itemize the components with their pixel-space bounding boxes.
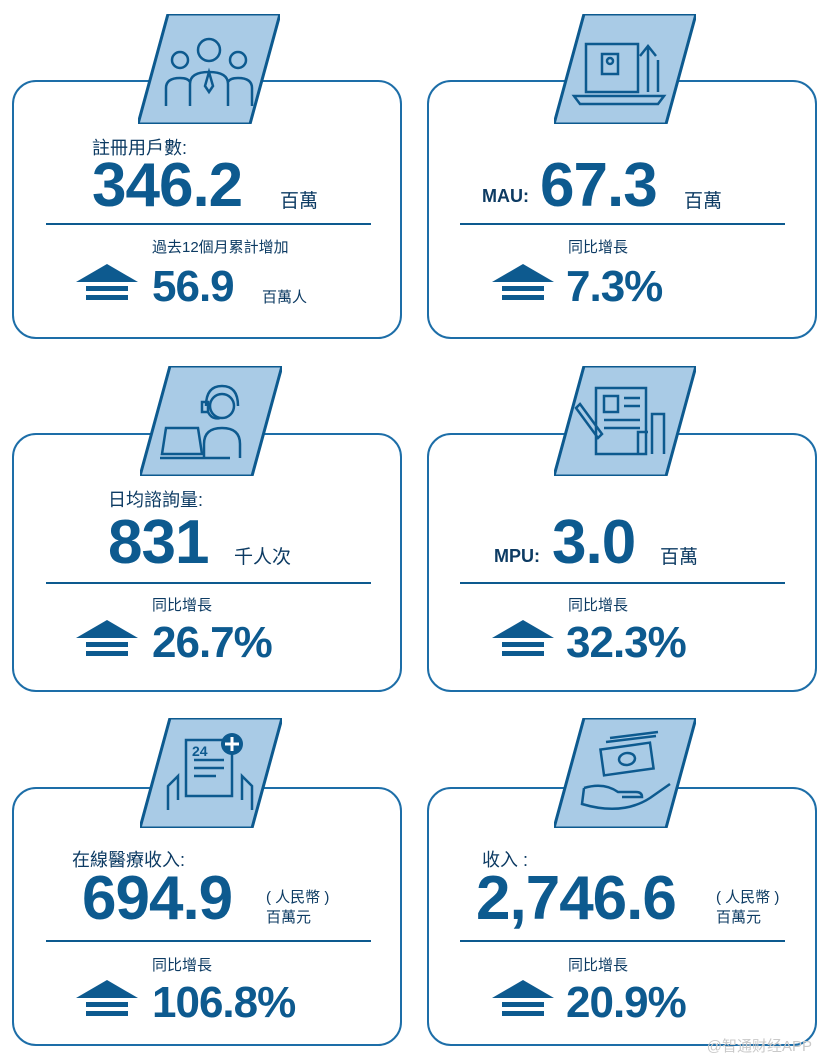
headset-consultant-icon — [140, 366, 282, 476]
stat-card-revenue — [427, 787, 817, 1046]
stat-card-daily-consultations — [12, 433, 402, 692]
value-unit: 千人次 — [234, 547, 292, 568]
divider — [46, 223, 371, 225]
users-group-icon — [138, 14, 280, 124]
value-unit: 百萬元 — [716, 909, 762, 926]
up-arrow-icon — [492, 980, 554, 1016]
big-value: 67.3 — [540, 151, 658, 220]
big-value: 3.0 — [552, 508, 636, 577]
up-arrow-icon — [76, 980, 138, 1016]
metric-prefix: MAU: — [482, 186, 529, 206]
card-label: 在線醫療收入: — [72, 850, 186, 870]
big-value: 831 — [108, 508, 209, 577]
document-chart-icon — [554, 366, 696, 476]
value-unit: 百萬元 — [266, 909, 312, 926]
value-unit: 百萬 — [684, 191, 723, 212]
currency-unit: ( 人民幣 ) — [716, 889, 780, 906]
stat-card-online-medical-revenue — [12, 787, 402, 1046]
growth-value: 32.3% — [566, 618, 687, 667]
divider — [46, 582, 371, 584]
cash-hand-icon — [554, 718, 696, 828]
stat-card-mpu — [427, 433, 817, 692]
metric-prefix: MPU: — [494, 546, 540, 566]
card-label: 日均諮詢量: — [108, 490, 204, 510]
up-arrow-icon — [492, 264, 554, 300]
growth-value: 56.9 — [152, 262, 235, 311]
watermark: @智通财经APP — [706, 1038, 812, 1055]
big-value: 346.2 — [92, 151, 243, 220]
growth-value: 20.9% — [566, 978, 687, 1027]
sub-label: 同比增長 — [152, 957, 213, 974]
card-label: 註冊用戶數: — [92, 138, 188, 158]
up-arrow-icon — [492, 620, 554, 656]
value-unit: 百萬 — [280, 191, 319, 212]
medical-24h-icon: 24 — [140, 718, 282, 828]
sub-label: 同比增長 — [152, 597, 213, 614]
svg-text:24: 24 — [192, 743, 208, 759]
sub-label: 同比增長 — [568, 597, 629, 614]
divider — [46, 940, 371, 942]
value-unit: 百萬 — [660, 547, 699, 568]
growth-value: 26.7% — [152, 618, 273, 667]
up-arrow-icon — [76, 264, 138, 300]
growth-value: 106.8% — [152, 978, 296, 1027]
growth-unit: 百萬人 — [262, 289, 308, 306]
sub-label: 過去12個月累計增加 — [152, 239, 289, 256]
currency-unit: ( 人民幣 ) — [266, 889, 330, 906]
laptop-growth-icon — [554, 14, 696, 124]
sub-label: 同比增長 — [568, 957, 629, 974]
divider — [460, 940, 785, 942]
divider — [460, 582, 785, 584]
big-value: 694.9 — [82, 864, 233, 933]
big-value: 2,746.6 — [476, 864, 677, 933]
growth-value: 7.3% — [566, 262, 663, 311]
up-arrow-icon — [76, 620, 138, 656]
sub-label: 同比增長 — [568, 239, 629, 256]
divider — [460, 223, 785, 225]
card-label: 收入 : — [482, 850, 529, 870]
